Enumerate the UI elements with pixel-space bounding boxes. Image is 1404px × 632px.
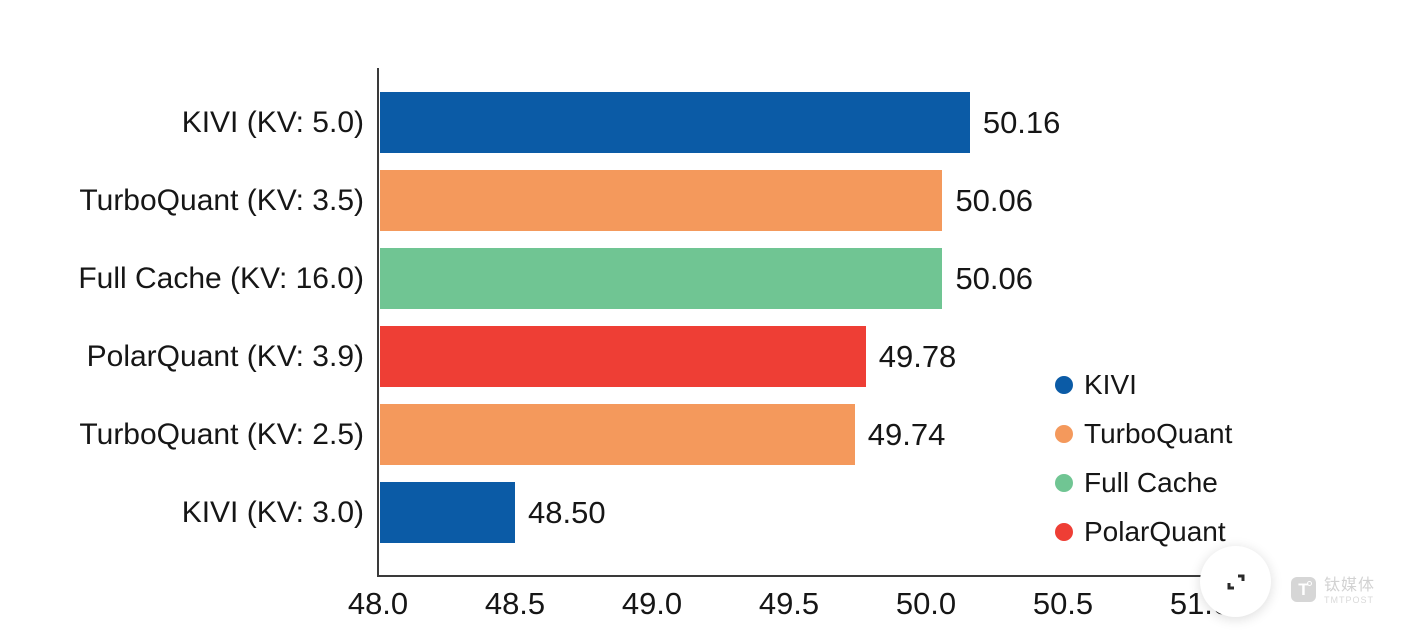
x-tick-label: 48.5 — [484, 586, 546, 621]
category-label: KIVI (KV: 3.0) — [181, 496, 364, 529]
bar — [380, 248, 943, 309]
x-tick-label: 49.5 — [758, 586, 820, 621]
category-label: TurboQuant (KV: 2.5) — [79, 418, 364, 451]
expand-button[interactable] — [1200, 546, 1271, 617]
legend-dot-icon — [1055, 522, 1073, 541]
watermark-sub-text: TMTPOST — [1324, 595, 1374, 606]
bar-value-label: 50.06 — [955, 261, 1034, 296]
x-tick-label: 50.5 — [1032, 586, 1094, 621]
category-label: TurboQuant (KV: 3.5) — [79, 184, 364, 217]
legend-dot-icon — [1055, 375, 1073, 394]
legend-item: PolarQuant — [1055, 507, 1232, 556]
category-label: PolarQuant (KV: 3.9) — [86, 340, 364, 373]
legend-item: TurboQuant — [1055, 409, 1232, 458]
bar-value-label: 50.06 — [955, 183, 1034, 218]
category-label: Full Cache (KV: 16.0) — [78, 262, 364, 295]
tmtpost-logo-icon: T — [1291, 577, 1316, 602]
legend-dot-icon — [1055, 424, 1073, 443]
category-label: KIVI (KV: 5.0) — [181, 106, 364, 139]
bar — [380, 482, 515, 543]
bar — [380, 326, 866, 387]
x-tick-label: 49.0 — [621, 586, 683, 621]
x-axis-line — [377, 575, 1215, 577]
x-tick-label: 50.0 — [895, 586, 957, 621]
legend-item: KIVI — [1055, 360, 1232, 409]
expand-arrows-icon — [1227, 574, 1244, 589]
legend-dot-icon — [1055, 473, 1073, 492]
legend-label: Full Cache — [1084, 466, 1218, 498]
bar-value-label: 49.78 — [878, 339, 957, 374]
bar — [380, 404, 855, 465]
legend-item: Full Cache — [1055, 458, 1232, 507]
bar — [380, 92, 970, 153]
tmtpost-watermark: T 钛媒体 TMTPOST — [1291, 577, 1375, 607]
legend-label: TurboQuant — [1084, 417, 1233, 449]
y-axis-line — [377, 68, 379, 577]
legend: KIVI TurboQuant Full Cache PolarQuant — [1055, 360, 1232, 556]
legend-label: KIVI — [1084, 368, 1137, 400]
bar — [380, 170, 943, 231]
x-tick-label: 48.0 — [347, 586, 409, 621]
bar-value-label: 49.74 — [867, 417, 946, 452]
watermark-brand-text: 钛媒体 — [1324, 577, 1376, 594]
bar-value-label: 50.16 — [982, 105, 1061, 140]
legend-label: PolarQuant — [1084, 515, 1226, 547]
bar-value-label: 48.50 — [528, 495, 606, 530]
